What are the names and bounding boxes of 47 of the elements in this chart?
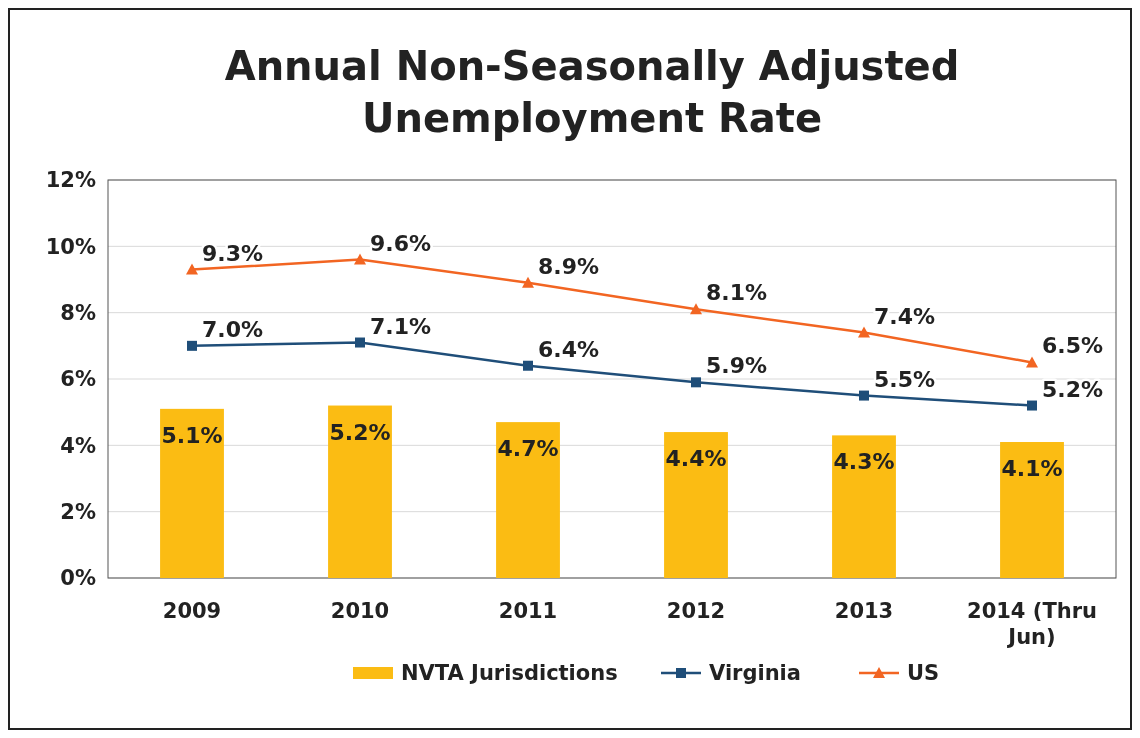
data-label: 5.2% bbox=[329, 419, 391, 445]
data-label: 4.3% bbox=[833, 449, 895, 475]
data-label: 8.9% bbox=[538, 253, 600, 279]
data-label: 5.5% bbox=[874, 366, 936, 392]
x-tick-label: 2013 bbox=[834, 599, 894, 623]
data-label: 5.2% bbox=[1042, 376, 1104, 402]
data-label: 4.1% bbox=[1001, 456, 1063, 482]
x-tick-label: 2014 (Thru Jun) bbox=[967, 599, 1097, 649]
legend-label: US bbox=[907, 661, 940, 686]
point bbox=[691, 377, 701, 388]
y-tick-label: 0% bbox=[60, 566, 96, 591]
point bbox=[1027, 400, 1037, 411]
point bbox=[354, 253, 366, 265]
y-tick-label: 2% bbox=[60, 500, 96, 525]
point bbox=[355, 337, 365, 348]
point bbox=[522, 276, 534, 288]
point bbox=[859, 390, 869, 401]
x-tick-label: 2011 bbox=[498, 599, 558, 623]
y-tick-label: 10% bbox=[45, 234, 96, 259]
data-label: 5.1% bbox=[161, 422, 223, 448]
data-label: 9.3% bbox=[202, 240, 264, 266]
data-label: 6.5% bbox=[1042, 333, 1104, 359]
point bbox=[187, 340, 197, 351]
chart-title: Annual Non-Seasonally Adjusted Unemployment Rate bbox=[224, 43, 960, 141]
x-tick-label: 2012 bbox=[666, 599, 726, 623]
data-label: 8.1% bbox=[706, 280, 768, 306]
data-label: 4.4% bbox=[665, 446, 727, 472]
legend-label: Virginia bbox=[709, 661, 801, 686]
data-label: 5.9% bbox=[706, 353, 768, 379]
data-label: 6.4% bbox=[538, 336, 600, 362]
y-tick-label: 4% bbox=[60, 433, 96, 458]
point bbox=[1026, 356, 1038, 368]
data-label: 7.1% bbox=[370, 313, 432, 339]
data-label: 9.6% bbox=[370, 230, 432, 256]
y-tick-label: 6% bbox=[60, 367, 96, 392]
y-tick-label: 12% bbox=[45, 168, 96, 193]
x-tick-label: 2009 bbox=[162, 599, 222, 623]
y-tick-label: 8% bbox=[60, 301, 96, 326]
data-label: 4.7% bbox=[497, 436, 559, 462]
point bbox=[858, 326, 870, 338]
x-tick-label: 2010 bbox=[330, 599, 390, 623]
data-label: 7.4% bbox=[874, 303, 936, 329]
point bbox=[523, 360, 533, 371]
point bbox=[690, 303, 702, 315]
legend-label: NVTA Jurisdictions bbox=[401, 661, 618, 686]
point bbox=[186, 263, 198, 275]
data-label: 7.0% bbox=[202, 316, 264, 342]
